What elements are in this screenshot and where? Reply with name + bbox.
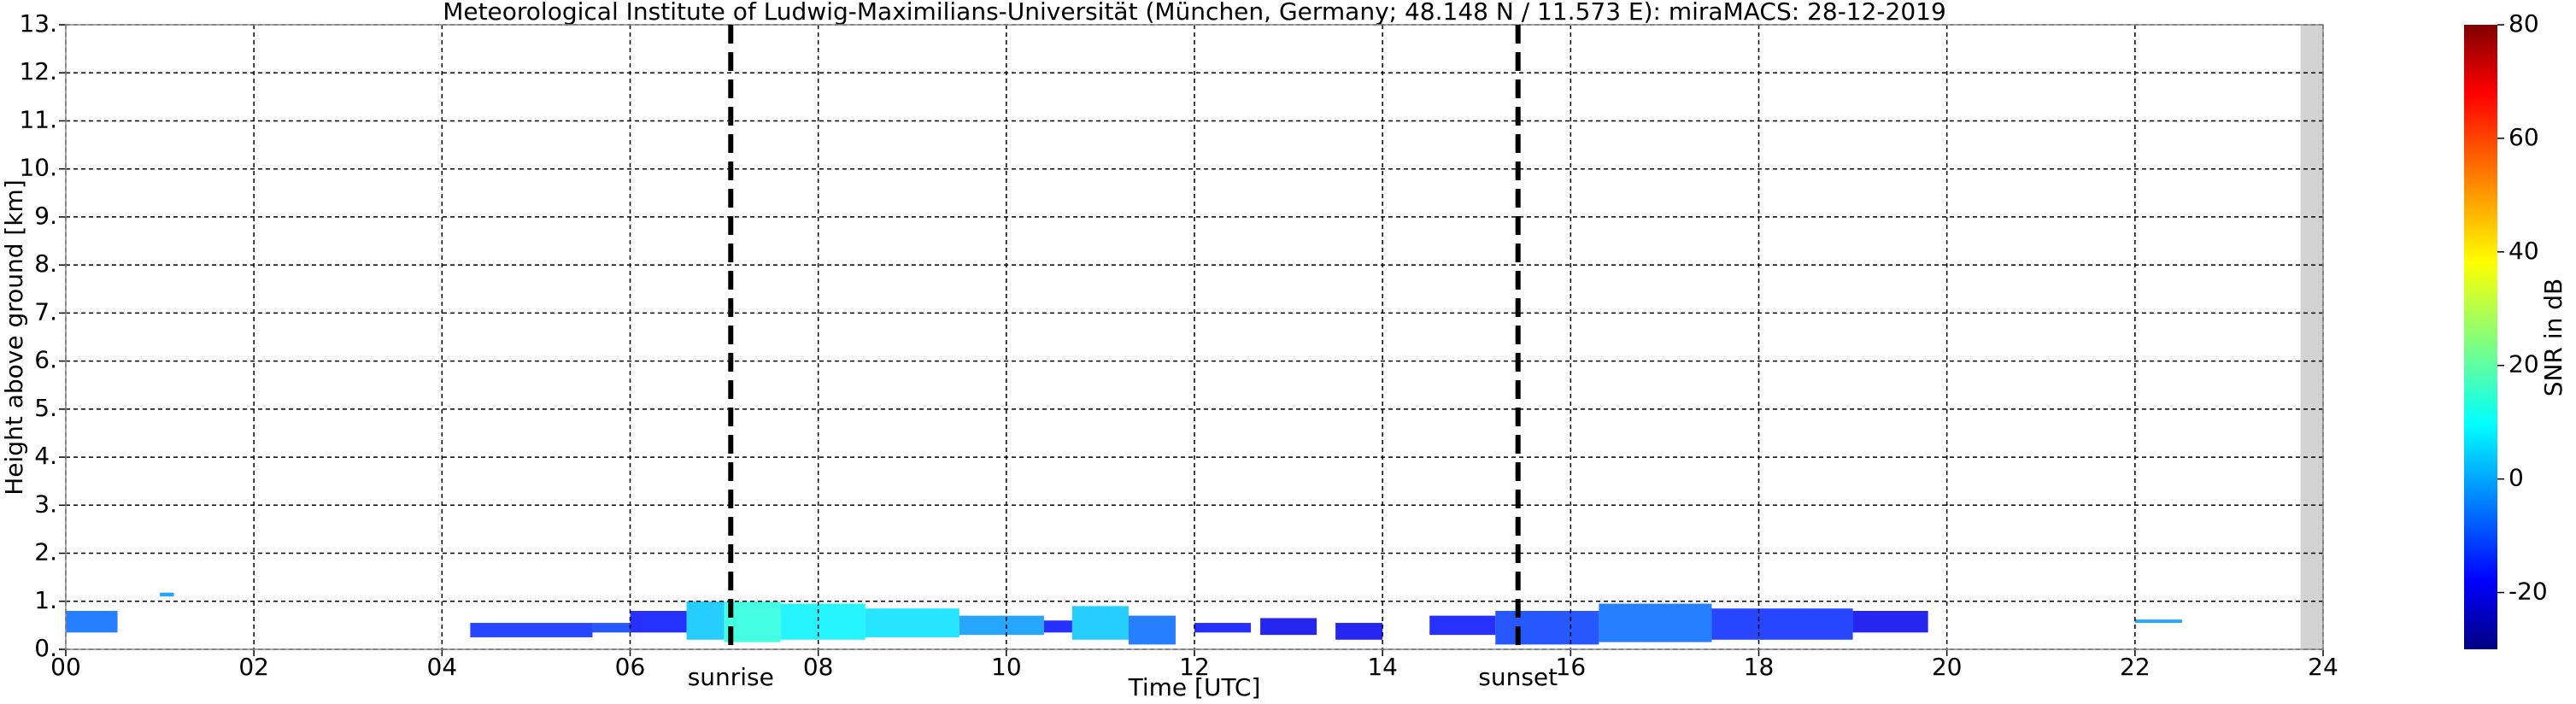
- cloud-cell: [1260, 618, 1317, 636]
- x-tick-label: 24: [2308, 653, 2338, 681]
- cloud-cell: [1071, 606, 1129, 640]
- y-tick-label: 0.: [34, 634, 57, 662]
- y-tick-label: 4.: [34, 442, 57, 470]
- colorbar: [2464, 25, 2497, 649]
- y-tick-label: 6.: [34, 346, 57, 374]
- cloud-cell: [630, 611, 687, 633]
- cloud-cell: [2134, 619, 2182, 624]
- y-tick-label: 10.: [19, 154, 57, 182]
- cloud-cell: [1128, 615, 1176, 645]
- x-tick-label: 14: [1367, 653, 1398, 681]
- colorbar-label: SNR in dB: [2539, 279, 2567, 396]
- cloud-cell: [1599, 603, 1712, 642]
- x-tick-label: 16: [1556, 653, 1587, 681]
- cloud-cell: [724, 601, 781, 642]
- cloud-cell: [592, 623, 631, 633]
- cloud-cell: [780, 603, 866, 640]
- y-tick-label: 8.: [34, 249, 57, 278]
- chart-title: Meteorological Institute of Ludwig-Maxim…: [443, 0, 1946, 26]
- plot-frame: [65, 24, 2324, 650]
- y-tick-label: 7.: [34, 297, 57, 326]
- y-axis-label: Height above ground [km]: [0, 179, 28, 496]
- x-tick-label: 04: [427, 653, 458, 681]
- cloud-cell: [1495, 611, 1599, 645]
- cloud-cell: [1711, 608, 1853, 640]
- cloud-cell: [959, 615, 1044, 636]
- y-tick-label: 13.: [19, 9, 57, 38]
- no-data-band: [2300, 25, 2323, 649]
- x-tick-label: 20: [1932, 653, 1963, 681]
- x-tick-label: 06: [615, 653, 646, 681]
- cloud-cell: [66, 611, 118, 633]
- colorbar-tick-label: 60: [2509, 123, 2539, 151]
- cloud-cell: [686, 601, 725, 640]
- colorbar-tick-label: 40: [2509, 237, 2539, 265]
- event-label: sunset: [1478, 663, 1558, 691]
- cloud-cell: [1194, 623, 1252, 633]
- colorbar-tick-label: 0: [2509, 464, 2524, 492]
- y-tick-label: 11.: [19, 105, 57, 133]
- cloud-cell: [1043, 620, 1072, 633]
- colorbar-tick-label: 20: [2509, 350, 2539, 378]
- y-tick-label: 3.: [34, 490, 57, 518]
- x-tick-label: 08: [803, 653, 834, 681]
- cloud-cell: [865, 608, 959, 637]
- cloud-cell: [470, 623, 593, 637]
- event-label: sunrise: [688, 663, 774, 691]
- y-tick-label: 9.: [34, 202, 57, 230]
- colorbar-tick-label: 80: [2509, 9, 2539, 38]
- y-tick-label: 5.: [34, 394, 57, 422]
- cloud-cell: [1429, 615, 1496, 636]
- x-tick-label: 12: [1179, 653, 1210, 681]
- colorbar-tick-label: -20: [2509, 578, 2548, 606]
- x-tick-label: 22: [2120, 653, 2151, 681]
- y-tick-label: 1.: [34, 586, 57, 614]
- y-tick-label: 12.: [19, 57, 57, 85]
- x-tick-label: 00: [50, 653, 81, 681]
- x-tick-label: 02: [238, 653, 269, 681]
- cloud-cell: [1852, 611, 1928, 633]
- x-axis-label: Time [UTC]: [1128, 673, 1261, 701]
- cloud-cell: [160, 592, 174, 597]
- cloud-cell: [1335, 623, 1383, 640]
- x-tick-label: 10: [991, 653, 1022, 681]
- x-tick-label: 18: [1744, 653, 1775, 681]
- y-tick-label: 2.: [34, 538, 57, 566]
